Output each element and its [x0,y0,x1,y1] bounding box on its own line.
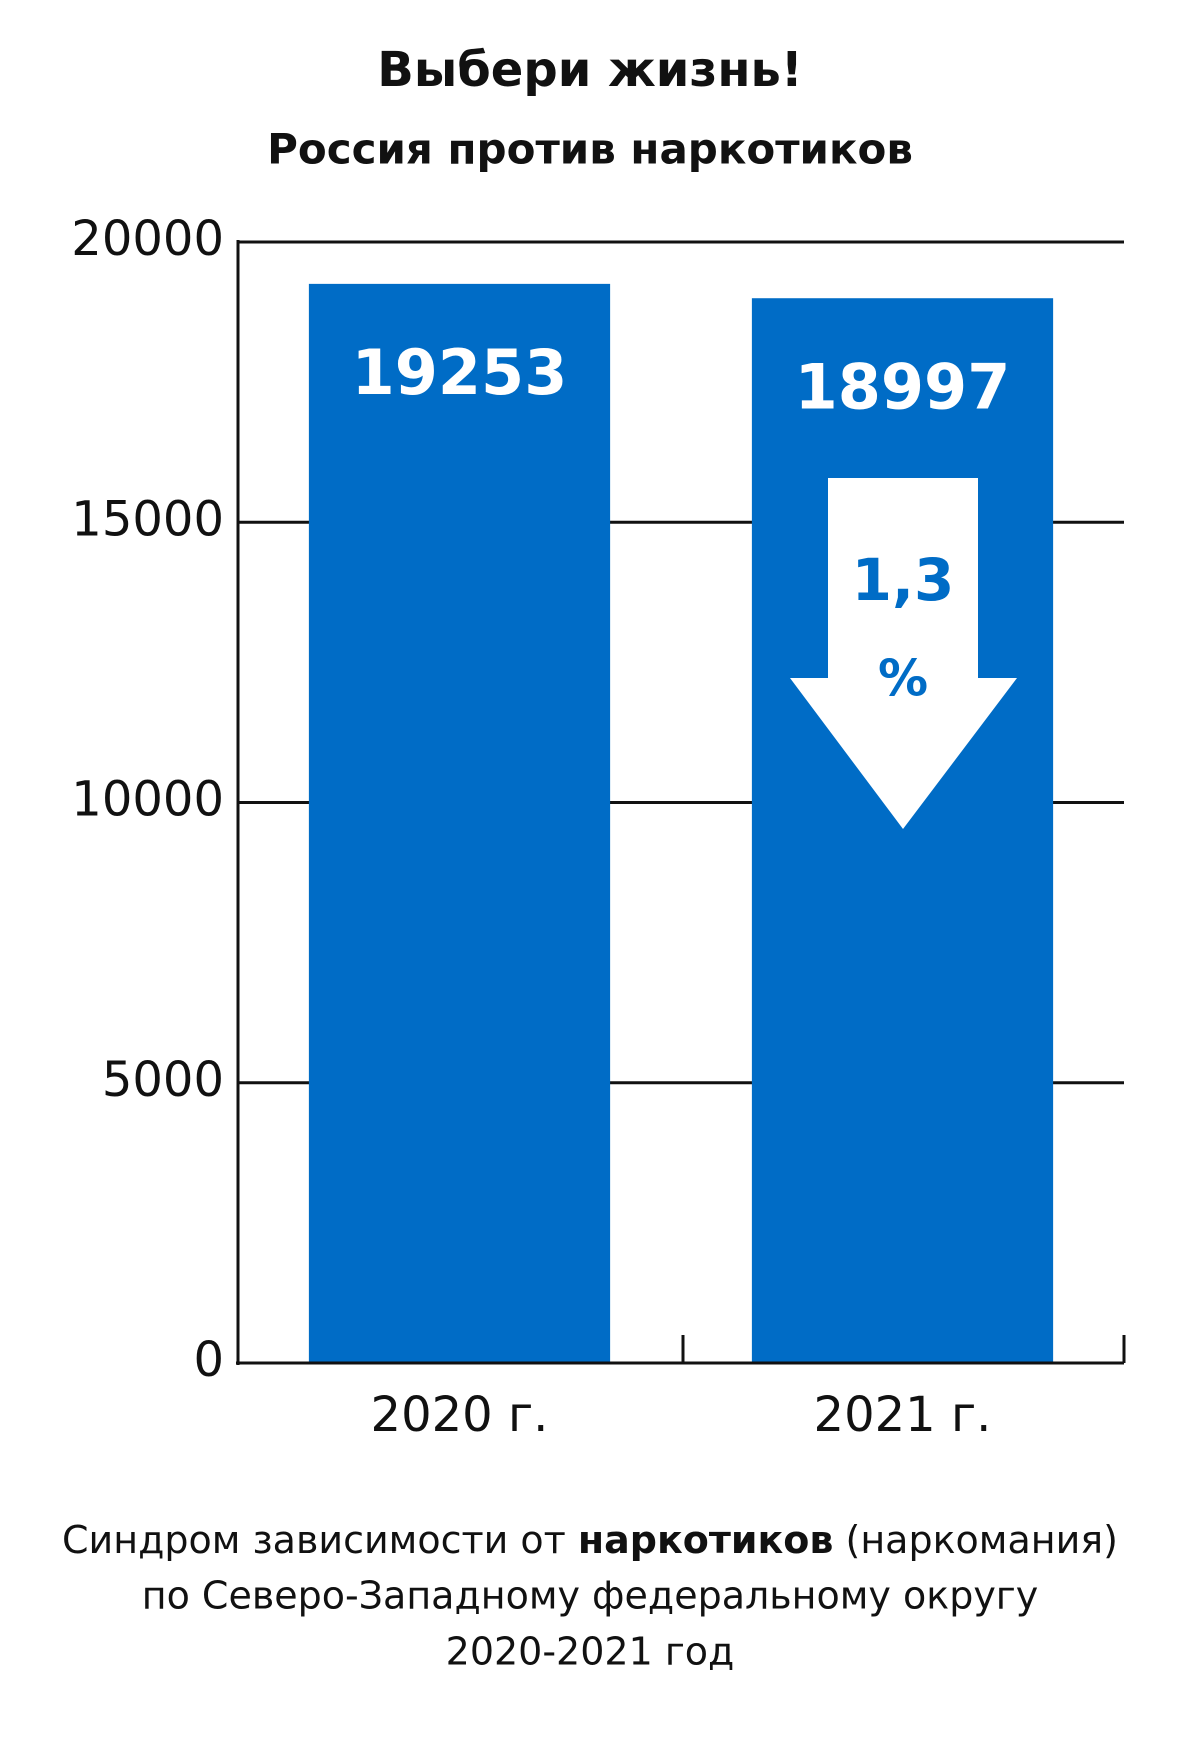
annotation: % [878,650,928,708]
x-tick-label: 2020 г. [371,1387,549,1443]
y-tick-label: 20000 [71,211,224,267]
value-label: 19253 [352,336,568,409]
chart-title: Выбери жизнь! [377,42,802,98]
axes [236,240,1126,1365]
footer-part: наркотиков [578,1518,834,1562]
chart-subtitle: Россия против наркотиков [267,125,913,174]
y-tick-label: 15000 [71,491,224,547]
footer-line: Синдром зависимости от наркотиков (нарко… [62,1518,1118,1562]
footer-line: 2020-2021 год [446,1630,735,1674]
y-tick-label: 5000 [102,1052,224,1108]
footer-line: по Северо-Западному федеральному округу [142,1574,1039,1618]
annotation: 1,3 [852,546,955,614]
down-arrow [790,478,1017,829]
footer-part: Синдром зависимости от [62,1518,578,1562]
y-tick-label: 10000 [71,772,224,828]
y-tick-label: 0 [193,1332,224,1388]
bar [751,298,1054,1363]
footer-part: (наркомания) [833,1518,1118,1562]
bars: 19253 18997 [308,283,1054,1363]
x-tick-label: 2021 г. [814,1387,992,1443]
value-label: 18997 [795,350,1011,423]
bar [308,283,611,1363]
